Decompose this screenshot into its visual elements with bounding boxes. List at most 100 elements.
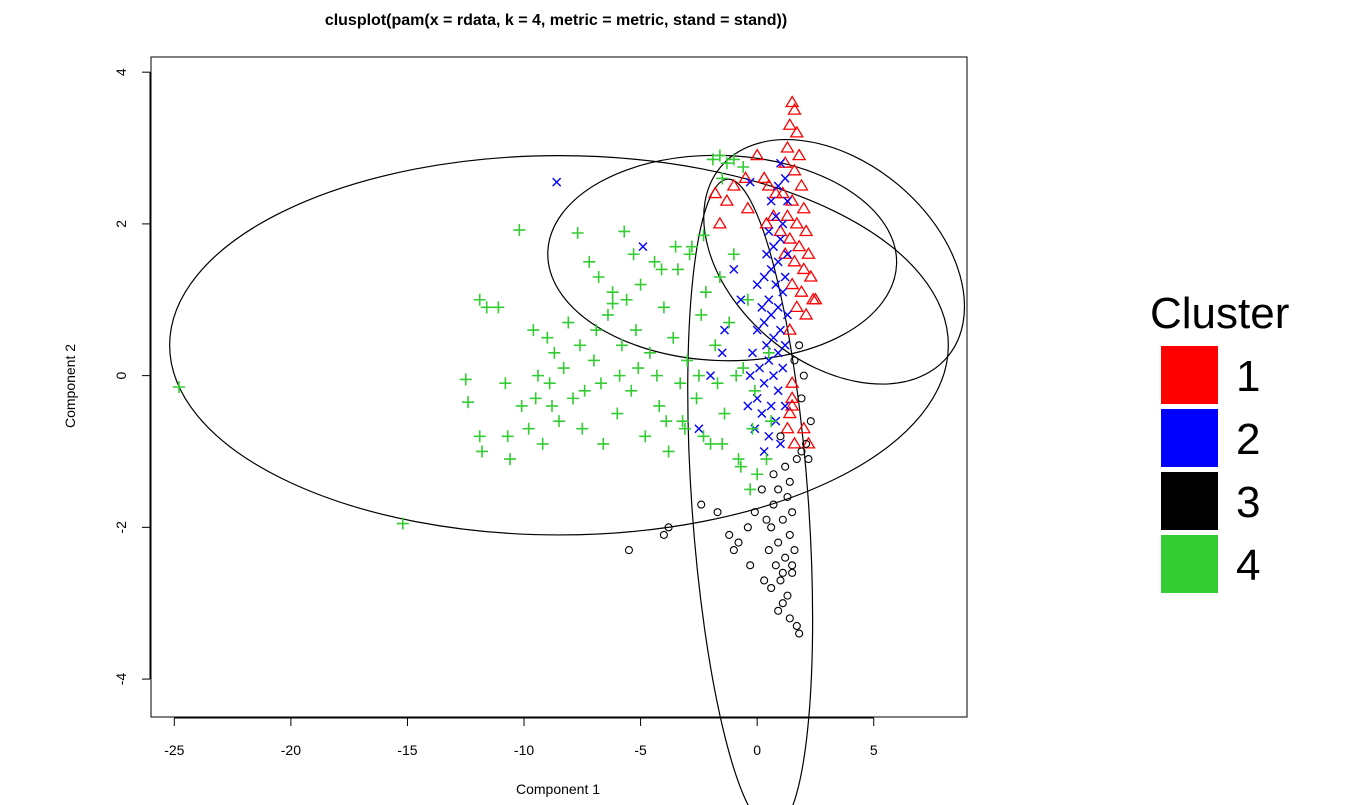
data-point: [730, 369, 743, 382]
data-point: [787, 254, 802, 267]
data-point: [473, 430, 486, 443]
data-point: [725, 530, 734, 539]
data-point: [744, 483, 757, 496]
data-point: [766, 310, 776, 320]
data-point: [752, 280, 762, 290]
data-point: [765, 415, 778, 428]
data-point: [789, 216, 804, 229]
data-point: [529, 392, 542, 405]
data-point: [676, 415, 689, 428]
data-point: [784, 398, 800, 411]
data-point: [769, 470, 778, 479]
data-point: [543, 377, 556, 390]
data-point: [775, 325, 785, 335]
data-point: [801, 246, 816, 259]
data-point: [768, 333, 778, 343]
data-point: [773, 348, 783, 358]
data-point: [788, 568, 797, 577]
chart-title: clusplot(pam(x = rdata, k = 4, metric = …: [325, 12, 787, 29]
data-point: [695, 308, 708, 321]
data-point: [473, 293, 486, 306]
data-point: [773, 302, 783, 312]
data-point: [796, 201, 811, 214]
data-point: [711, 377, 724, 390]
data-point: [797, 447, 806, 456]
data-point: [757, 171, 772, 184]
data-point: [775, 439, 785, 449]
y-tick-label: -4: [113, 673, 129, 686]
data-point: [778, 568, 787, 577]
y-tick-label: 4: [113, 68, 129, 76]
data-point: [789, 125, 804, 138]
data-point: [685, 240, 698, 253]
data-point: [773, 257, 783, 267]
points-layer: [172, 95, 823, 638]
data-point: [762, 249, 771, 259]
data-point: [782, 322, 797, 335]
data-point: [760, 453, 773, 466]
data-point: [769, 500, 778, 509]
data-point: [606, 286, 619, 299]
data-point: [737, 362, 750, 375]
data-point: [553, 415, 565, 428]
data-point: [780, 421, 795, 434]
data-point: [732, 453, 745, 466]
data-point: [767, 523, 776, 532]
x-tick-label: -20: [281, 742, 301, 758]
data-point: [659, 530, 668, 539]
data-point: [764, 355, 774, 365]
data-point: [778, 287, 788, 297]
data-point: [396, 517, 409, 530]
data-point: [782, 249, 792, 259]
legend: Cluster 1 2 3 4: [1150, 289, 1289, 593]
data-point: [759, 318, 769, 328]
data-point: [764, 226, 774, 236]
data-point: [592, 271, 605, 283]
data-point: [727, 248, 740, 261]
data-point: [776, 432, 785, 441]
data-point: [476, 445, 489, 458]
data-point: [745, 177, 755, 187]
data-point: [620, 293, 633, 306]
data-point: [795, 629, 804, 638]
data-point: [734, 538, 743, 547]
data-point: [606, 297, 619, 310]
data-point: [726, 178, 742, 191]
data-point: [780, 173, 790, 183]
data-point: [729, 264, 739, 274]
data-point: [764, 546, 773, 555]
data-point: [792, 455, 801, 464]
data-point: [720, 325, 730, 335]
data-point: [757, 302, 767, 312]
data-point: [757, 485, 766, 494]
data-point: [743, 523, 752, 532]
data-point: [791, 148, 807, 161]
data-point: [546, 399, 559, 412]
data-point: [657, 301, 670, 314]
x-tick-label: -5: [634, 742, 647, 758]
data-point: [662, 445, 675, 458]
data-point: [727, 153, 740, 166]
data-point: [708, 186, 723, 199]
data-point: [713, 271, 726, 283]
x-tick-label: -25: [164, 742, 184, 758]
data-point: [785, 530, 794, 539]
data-point: [653, 399, 666, 412]
data-point: [773, 181, 783, 191]
data-point: [795, 341, 804, 350]
data-point: [590, 324, 603, 337]
data-point: [774, 538, 783, 547]
data-point: [643, 346, 656, 359]
plot-frame: [150, 56, 968, 718]
data-point: [776, 576, 785, 585]
data-point: [774, 485, 783, 494]
y-tick-label: 0: [113, 372, 129, 380]
data-point: [780, 272, 790, 282]
cluster-ellipse-1: [703, 139, 966, 385]
data-point: [745, 371, 755, 381]
data-point: [768, 242, 778, 252]
data-point: [648, 255, 661, 268]
y-tick-label: -2: [113, 521, 129, 534]
data-point: [775, 234, 785, 244]
data-point: [787, 102, 802, 115]
